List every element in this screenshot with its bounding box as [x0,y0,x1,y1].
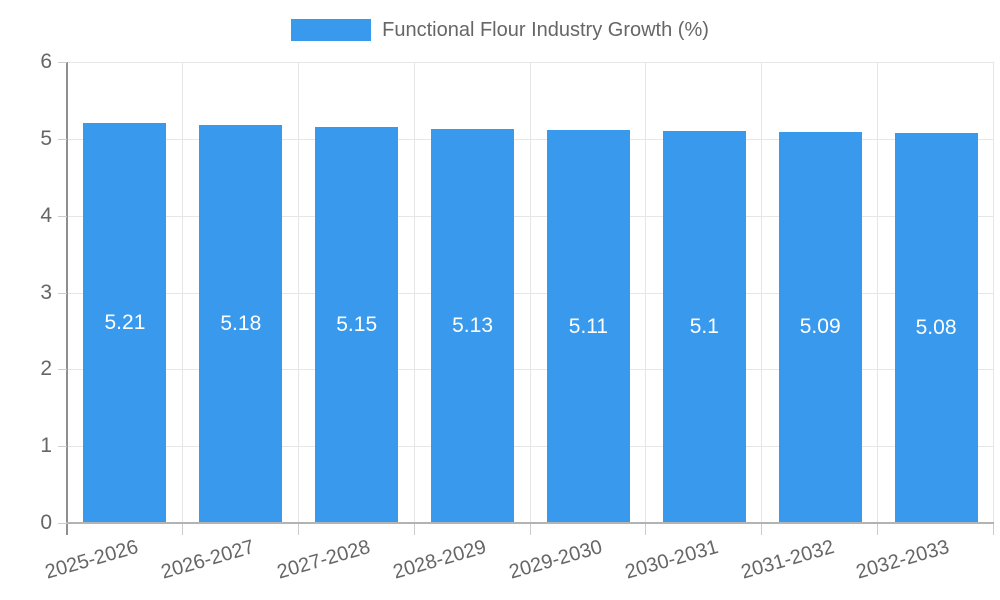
y-tick [58,62,67,63]
x-axis-label: 2029-2030 [506,536,605,584]
y-axis-label: 2 [40,357,52,381]
x-tick [993,524,994,535]
x-axis-label: 2030-2031 [622,536,721,584]
y-gridline [67,446,994,448]
bar[interactable]: 5.13 [431,128,515,523]
bar-value-label: 5.08 [915,315,957,339]
legend-label: Functional Flour Industry Growth (%) [382,18,709,41]
x-gridline [645,62,647,523]
y-tick [58,138,67,140]
y-axis-label: 5 [40,126,52,150]
x-gridline [181,62,183,523]
bar[interactable]: 5.08 [894,132,978,523]
y-axis-label: 6 [40,50,52,73]
x-axis-label: 2028-2029 [390,536,489,584]
y-tick [58,446,67,448]
bar[interactable]: 5.1 [662,131,746,523]
x-tick [877,524,879,535]
x-tick [529,524,531,535]
legend-swatch [291,19,372,41]
bar[interactable]: 5.21 [83,122,167,523]
x-tick [761,524,763,535]
x-gridline [761,62,763,523]
x-tick [413,524,415,535]
x-gridline [877,62,879,523]
bar-value-label: 5.13 [452,313,493,337]
bar-value-label: 5.09 [799,315,841,339]
plot-area: 5.21 5.18 5.15 5.13 5.11 5.1 5.09 5.08 [67,62,994,523]
bar[interactable]: 5.18 [199,125,283,523]
y-gridline [67,292,994,294]
y-tick [58,215,67,217]
bar[interactable]: 5.15 [315,127,399,523]
x-axis-label: 2025-2026 [42,536,142,584]
bar-value-label: 5.18 [220,312,262,335]
x-axis-line [66,522,994,524]
y-gridline [67,369,994,371]
y-gridline [67,62,994,63]
x-gridline [529,62,531,523]
x-axis-label: 2026-2027 [158,536,257,584]
x-gridline [413,62,415,523]
x-tick [645,524,647,535]
bar-value-label: 5.1 [689,315,719,339]
bar[interactable]: 5.09 [778,131,862,523]
bar-value-label: 5.15 [336,313,378,337]
bar-value-label: 5.11 [568,314,609,338]
x-axis-label: 2027-2028 [274,536,373,584]
y-axis-label: 1 [40,434,52,458]
y-tick [58,523,67,524]
y-gridline [67,138,994,140]
bar-value-label: 5.21 [104,310,146,334]
x-gridline [993,62,994,523]
x-gridline [297,62,299,523]
y-gridline [67,215,994,217]
y-tick [58,369,67,371]
y-axis-label: 4 [40,203,52,227]
x-tick [297,524,299,535]
x-tick [181,524,183,535]
y-axis-label: 3 [40,280,52,304]
x-axis-label: 2031-2032 [738,536,837,584]
chart-legend[interactable]: Functional Flour Industry Growth (%) [0,17,1000,43]
x-axis-label: 2032-2033 [854,536,953,584]
bar[interactable]: 5.11 [546,130,630,523]
y-tick [58,292,67,294]
y-axis-label: 0 [40,511,52,534]
y-axis-line [66,62,68,535]
